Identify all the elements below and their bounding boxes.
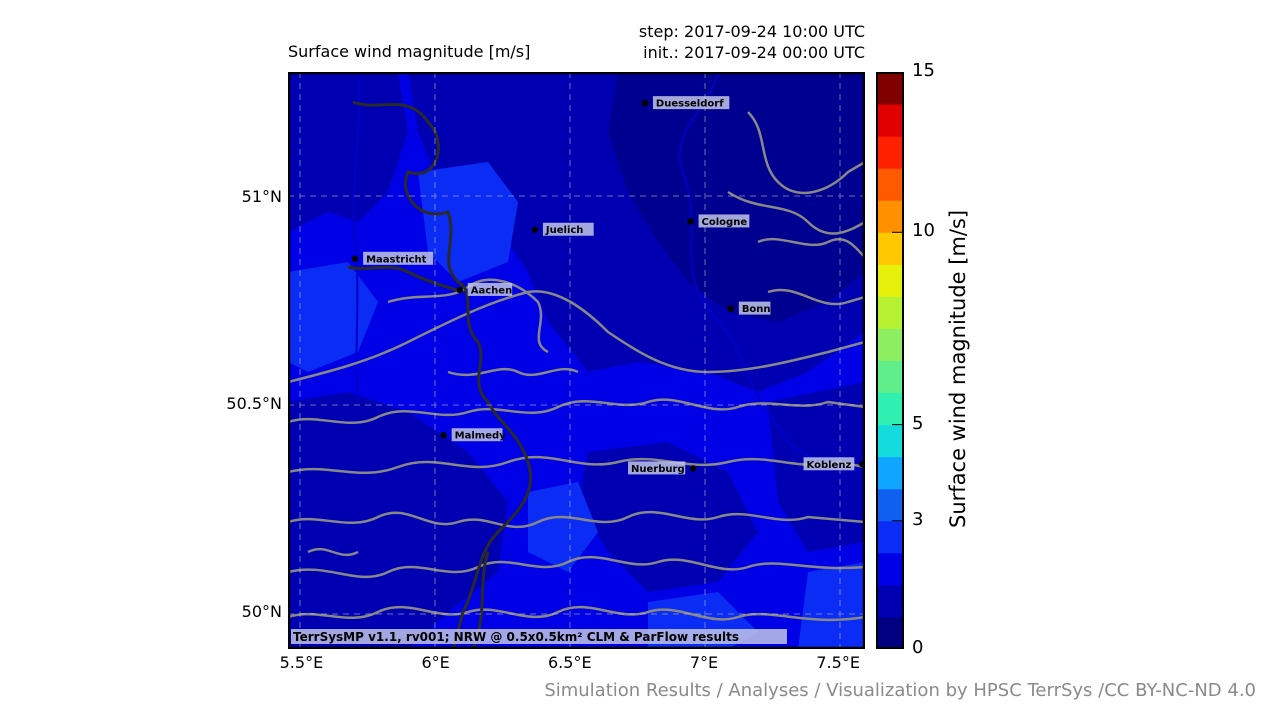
city-label-box <box>803 457 855 471</box>
city-label: Malmedy <box>455 431 506 442</box>
city-marker <box>641 99 649 107</box>
lon-label-5-5-e: 5.5°E <box>279 653 324 672</box>
city-marker <box>531 226 539 233</box>
city-duesseldorf: Duesseldorf <box>641 96 730 110</box>
wind-region-brisk-2 <box>288 262 378 372</box>
colorbar-bin <box>876 232 904 265</box>
lon-label-6-5-e: 6.5°E <box>548 653 592 672</box>
colorbar-bin <box>876 328 904 361</box>
colorbar-tick-label-10: 10 <box>912 220 935 242</box>
city-label: Juelich <box>545 225 584 236</box>
colorbar-tick-label-5: 5 <box>912 412 924 434</box>
colorbar-bin <box>876 424 904 458</box>
colorbar-tick-label-0: 0 <box>912 637 924 658</box>
city-marker <box>690 465 697 472</box>
national-border <box>352 100 533 649</box>
colorbar-bin <box>876 264 904 297</box>
city-label: Maastricht <box>366 254 427 265</box>
city-label: Koblenz <box>807 460 852 471</box>
city-label-box <box>451 428 503 442</box>
lat-label-51-n: 51°N <box>241 186 282 206</box>
city-label-box <box>628 461 686 475</box>
wind-region-calm-west <box>288 72 408 232</box>
city-marker <box>456 286 463 294</box>
city-cologne: Cologne <box>687 214 750 228</box>
topo-contours <box>288 111 865 622</box>
credit-line: Simulation Results / Analyses / Visualiz… <box>544 680 1256 701</box>
city-label: Aachen <box>471 285 512 296</box>
river-rhine <box>678 72 865 473</box>
colorbar-label: Surface wind magnitude [m/s] <box>946 209 970 528</box>
model-footer-box <box>291 629 787 644</box>
city-nuerburg: Nuerburg <box>628 461 697 475</box>
city-label: Cologne <box>702 217 748 228</box>
city-label-box <box>542 222 594 236</box>
city-malmedy: Malmedy <box>440 428 506 442</box>
wind-region-brisk-1 <box>418 162 518 282</box>
colorbar-bin <box>876 616 904 649</box>
city-marker <box>440 432 447 439</box>
graticule <box>288 72 865 649</box>
step-time: step: 2017-09-24 10:00 UTC <box>638 22 865 41</box>
colorbar-bin <box>876 552 904 586</box>
city-label-box <box>652 96 730 110</box>
model-footer-text: TerrSysMP v1.1, rv001; NRW @ 0.5x0.5km² … <box>293 630 739 644</box>
colorbar-bin <box>876 296 904 329</box>
map-frame <box>288 72 865 649</box>
city-juelich: Juelich <box>531 222 594 236</box>
colorbar-bin <box>876 488 904 522</box>
colorbar <box>876 72 904 649</box>
city-markers: Duesseldorf Juelich Cologne Maastricht Aache… <box>351 96 865 475</box>
city-label-box <box>738 301 771 315</box>
lon-label-7-e: 7°E <box>689 653 719 672</box>
border-netherlands <box>347 265 464 294</box>
init-time: init.: 2017-09-24 00:00 UTC <box>643 43 865 62</box>
city-label: Bonn <box>742 304 771 315</box>
city-label: Duesseldorf <box>656 99 724 110</box>
colorbar-bin <box>876 456 904 490</box>
time-info: step: 2017-09-24 10:00 UTC init.: 2017-0… <box>540 21 865 63</box>
colorbar-bin <box>876 200 904 233</box>
city-label: Nuerburg <box>631 464 685 475</box>
city-marker <box>351 255 359 262</box>
colorbar-bin <box>876 104 904 137</box>
city-label-box <box>363 251 434 265</box>
lon-label-6-e: 6°E <box>421 653 450 672</box>
model-footer: TerrSysMP v1.1, rv001; NRW @ 0.5x0.5km² … <box>291 629 787 644</box>
wind-region-brisk-3 <box>528 482 598 572</box>
map-title: Surface wind magnitude [m/s] <box>288 42 531 61</box>
river-maas <box>352 72 361 403</box>
colorbar-bin <box>876 136 904 169</box>
lat-label-50-n: 50°N <box>241 601 282 621</box>
city-marker <box>727 305 735 312</box>
wind-region-calm-south <box>578 442 758 592</box>
colorbar-bin <box>876 168 904 201</box>
lon-label-7-5-e: 7.5°E <box>816 653 860 672</box>
city-label-box <box>698 214 750 228</box>
wind-region-calm-southwest <box>288 392 508 649</box>
colorbar-bin <box>876 520 904 554</box>
colorbar-bin <box>876 360 904 394</box>
lat-label-50-5-n: 50.5°N <box>226 394 282 414</box>
colorbar-bin <box>876 584 904 618</box>
colorbar-tick-label-15: 15 <box>912 60 935 81</box>
city-maastricht: Maastricht <box>351 251 434 265</box>
colorbar-bin <box>876 72 904 105</box>
colorbar-tick-label-3: 3 <box>912 508 924 530</box>
city-aachen: Aachen <box>456 282 513 296</box>
wind-region-brisk-5 <box>798 562 865 649</box>
city-label-box <box>467 282 513 296</box>
wind-map: Duesseldorf Juelich Cologne Maastricht Aache… <box>288 72 865 649</box>
colorbar-frame <box>876 72 904 649</box>
city-bonn: Bonn <box>727 301 771 315</box>
colorbar-bin <box>876 392 904 426</box>
city-marker <box>687 218 694 225</box>
